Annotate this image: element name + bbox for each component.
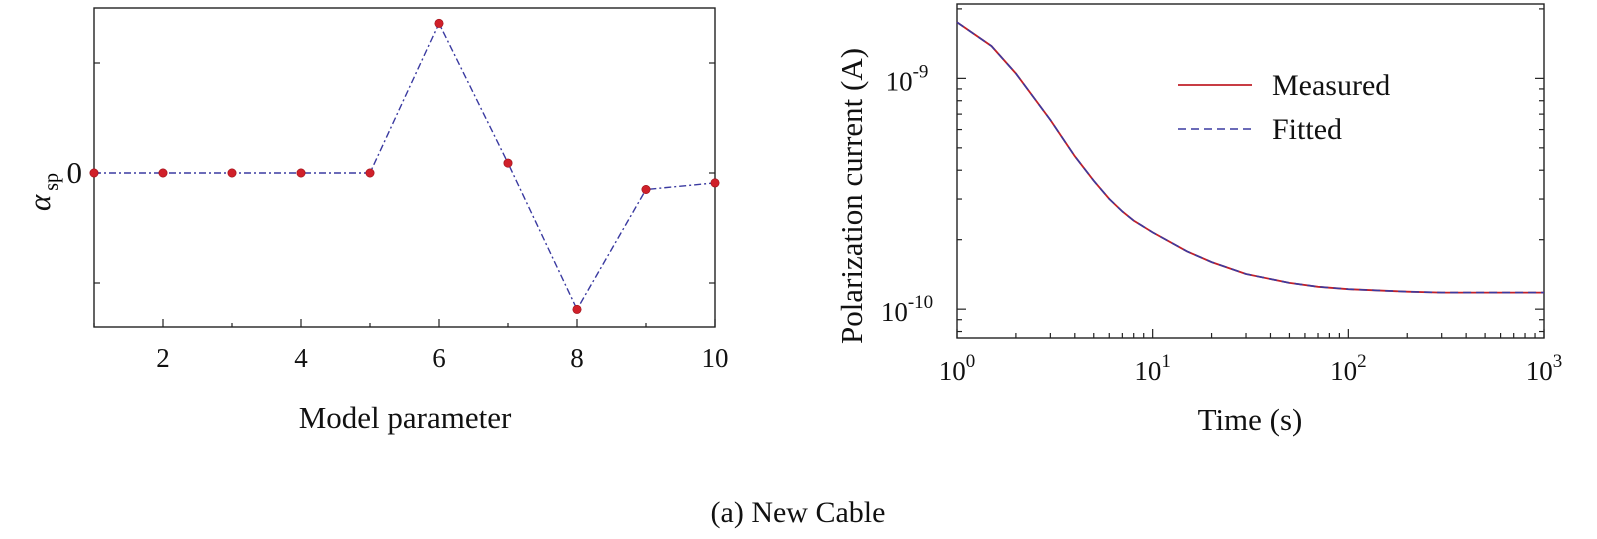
right-x-tick-label: 103 — [1526, 351, 1563, 386]
alpha-sp-point — [434, 18, 444, 28]
left-y-tick-label: 0 — [67, 155, 83, 190]
alpha-sp-point — [710, 178, 720, 188]
left-x-tick-label: 4 — [294, 343, 308, 373]
left-y-tick-labels: 0 — [67, 155, 83, 190]
right-x-tick-label: 102 — [1330, 351, 1367, 386]
figure-caption: (a) New Cable — [711, 496, 886, 529]
polarization-current-chart: 100 101 102 103 10-10 10-9 Measured Fitted T… — [834, 3, 1563, 437]
right-y-axis-label: Polarization current (A) — [834, 48, 869, 344]
right-x-tick-label: 100 — [939, 351, 976, 386]
svg-text:α sp: α sp — [22, 173, 63, 211]
alpha-sp-series-line — [94, 21, 716, 311]
right-ticks — [956, 8, 1545, 338]
legend-measured-label: Measured — [1272, 69, 1390, 102]
fitted-series-line — [956, 21, 1544, 294]
left-x-tick-label: 6 — [432, 343, 446, 373]
right-x-axis-label: Time (s) — [1198, 402, 1303, 437]
alpha-sp-chart: 2 4 6 8 10 0 Model parameter α sp — [22, 7, 729, 435]
right-y-tick-label: 10-9 — [886, 61, 929, 96]
left-x-axis-label: Model parameter — [299, 400, 512, 435]
left-y-axis-label: α sp — [22, 173, 63, 211]
legend-fitted-label: Fitted — [1272, 113, 1342, 146]
left-y-axis-label-main: α — [22, 194, 57, 211]
alpha-sp-point — [158, 168, 168, 178]
legend: Measured Fitted — [1178, 69, 1390, 146]
alpha-sp-point — [572, 304, 582, 314]
left-ticks — [93, 62, 716, 327]
left-y-axis-label-sub: sp — [41, 173, 63, 191]
right-y-tick-labels: 10-10 10-9 — [881, 61, 933, 327]
left-x-tick-label: 2 — [156, 343, 170, 373]
left-plot-frame — [93, 7, 716, 328]
right-y-tick-label: 10-10 — [881, 292, 933, 327]
left-x-tick-labels: 2 4 6 8 10 — [156, 343, 728, 373]
alpha-sp-point — [641, 185, 651, 195]
alpha-sp-point — [227, 168, 237, 178]
alpha-sp-point — [503, 158, 513, 168]
alpha-sp-point — [89, 168, 99, 178]
left-x-tick-label: 8 — [570, 343, 584, 373]
alpha-sp-point — [296, 168, 306, 178]
alpha-sp-point — [365, 168, 375, 178]
left-x-tick-label: 10 — [702, 343, 729, 373]
alpha-sp-markers — [89, 18, 720, 314]
right-plot-frame — [956, 3, 1545, 339]
measured-series-line — [956, 21, 1544, 294]
right-x-tick-labels: 100 101 102 103 — [939, 351, 1563, 386]
right-x-tick-label: 101 — [1134, 351, 1171, 386]
